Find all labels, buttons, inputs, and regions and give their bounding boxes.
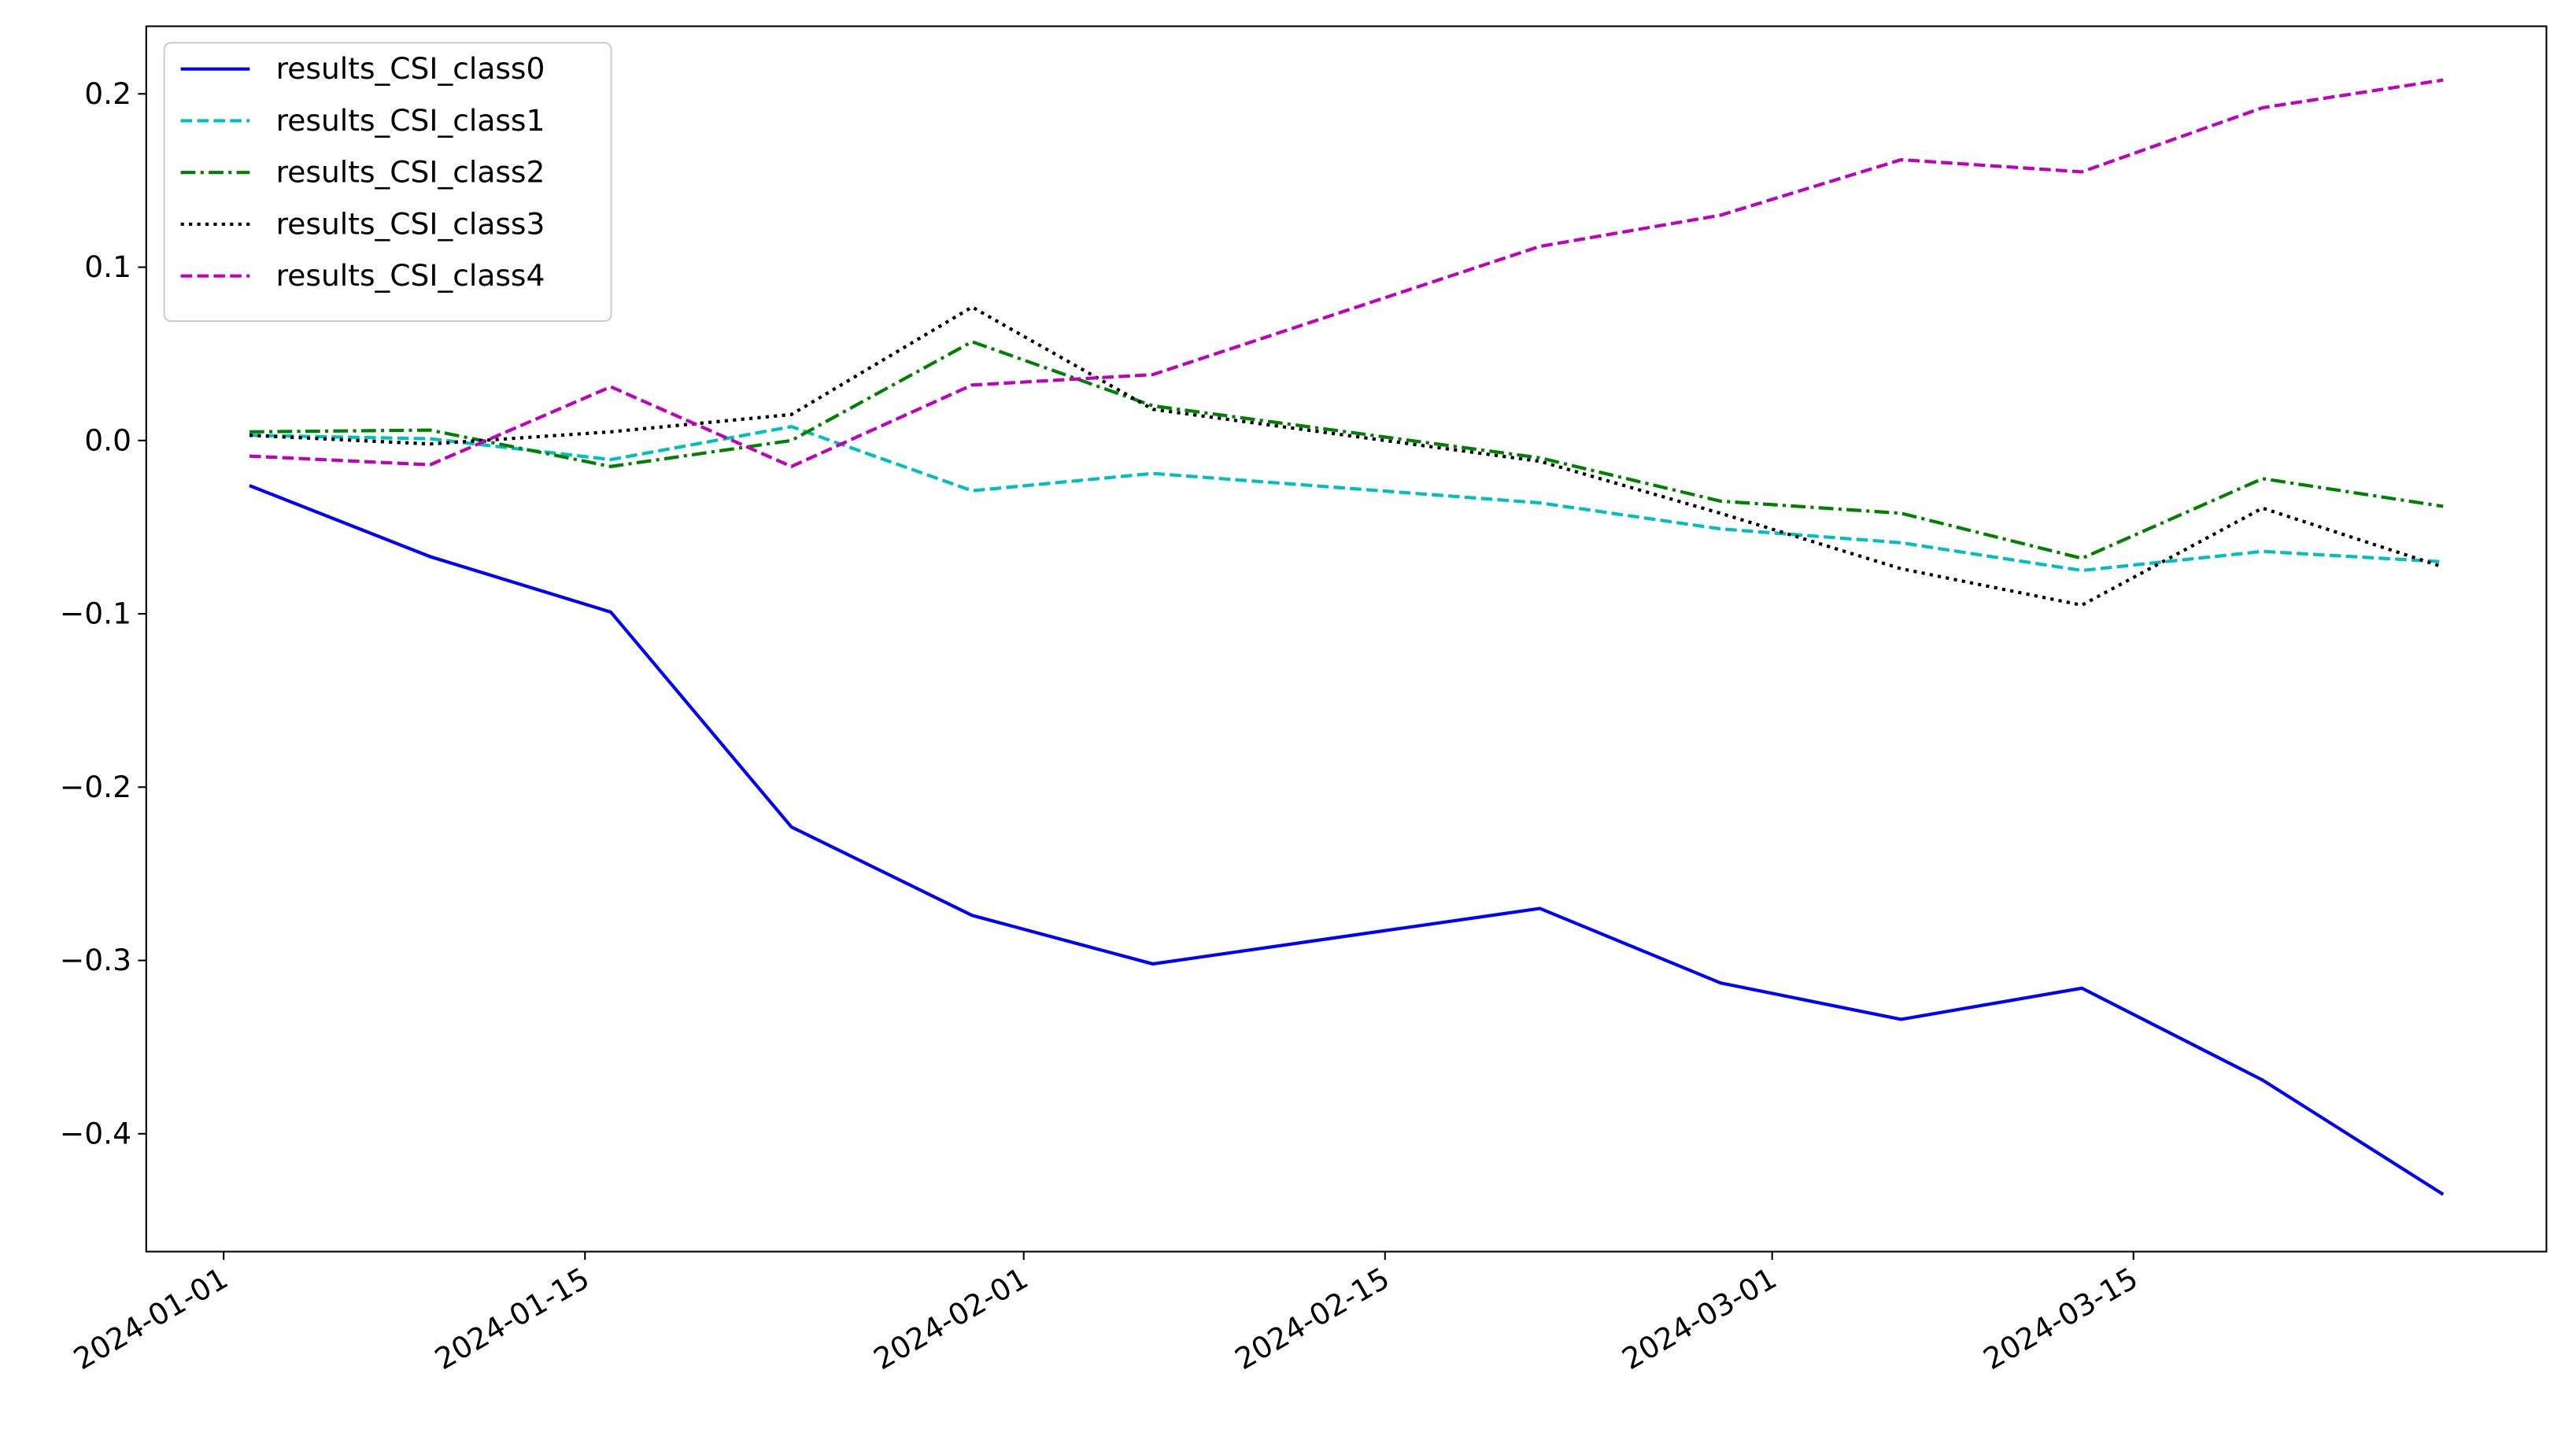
y-tick-label: −0.1 <box>60 596 131 631</box>
legend: results_CSI_class0 results_CSI_class1resu… <box>163 42 612 323</box>
legend-label: results_CSI_class3 <box>276 206 545 241</box>
legend-label: results_CSI_class4 <box>276 258 545 293</box>
y-tick-label: −0.2 <box>60 770 131 804</box>
legend-label: results_CSI_class0 <box>276 51 545 86</box>
series-line <box>249 305 2444 607</box>
y-tick-label: 0.1 <box>84 249 131 284</box>
y-tick-label: 0.0 <box>84 423 131 457</box>
x-tick-label: 2024-03-01 <box>1616 1261 1782 1376</box>
y-tick-label: 0.2 <box>84 76 131 111</box>
x-tick-label: 2024-03-15 <box>1978 1261 2144 1376</box>
series-line <box>249 425 2444 573</box>
y-tick-label: −0.4 <box>60 1116 131 1150</box>
series-line <box>249 78 2444 469</box>
x-tick-label: 2024-02-15 <box>1229 1261 1395 1376</box>
series-line <box>249 339 2444 560</box>
series-line <box>249 484 2445 1196</box>
x-tick-label: 2024-01-01 <box>68 1261 234 1376</box>
x-tick-label: 2024-02-01 <box>868 1261 1034 1376</box>
plot-frame <box>145 25 2548 1253</box>
legend-box <box>163 42 612 323</box>
y-tick-label: −0.3 <box>60 943 131 977</box>
x-tick-label: 2024-01-15 <box>429 1261 595 1376</box>
legend-label: results_CSI_class1 <box>276 103 545 138</box>
legend-label: results_CSI_class2 <box>276 155 545 190</box>
